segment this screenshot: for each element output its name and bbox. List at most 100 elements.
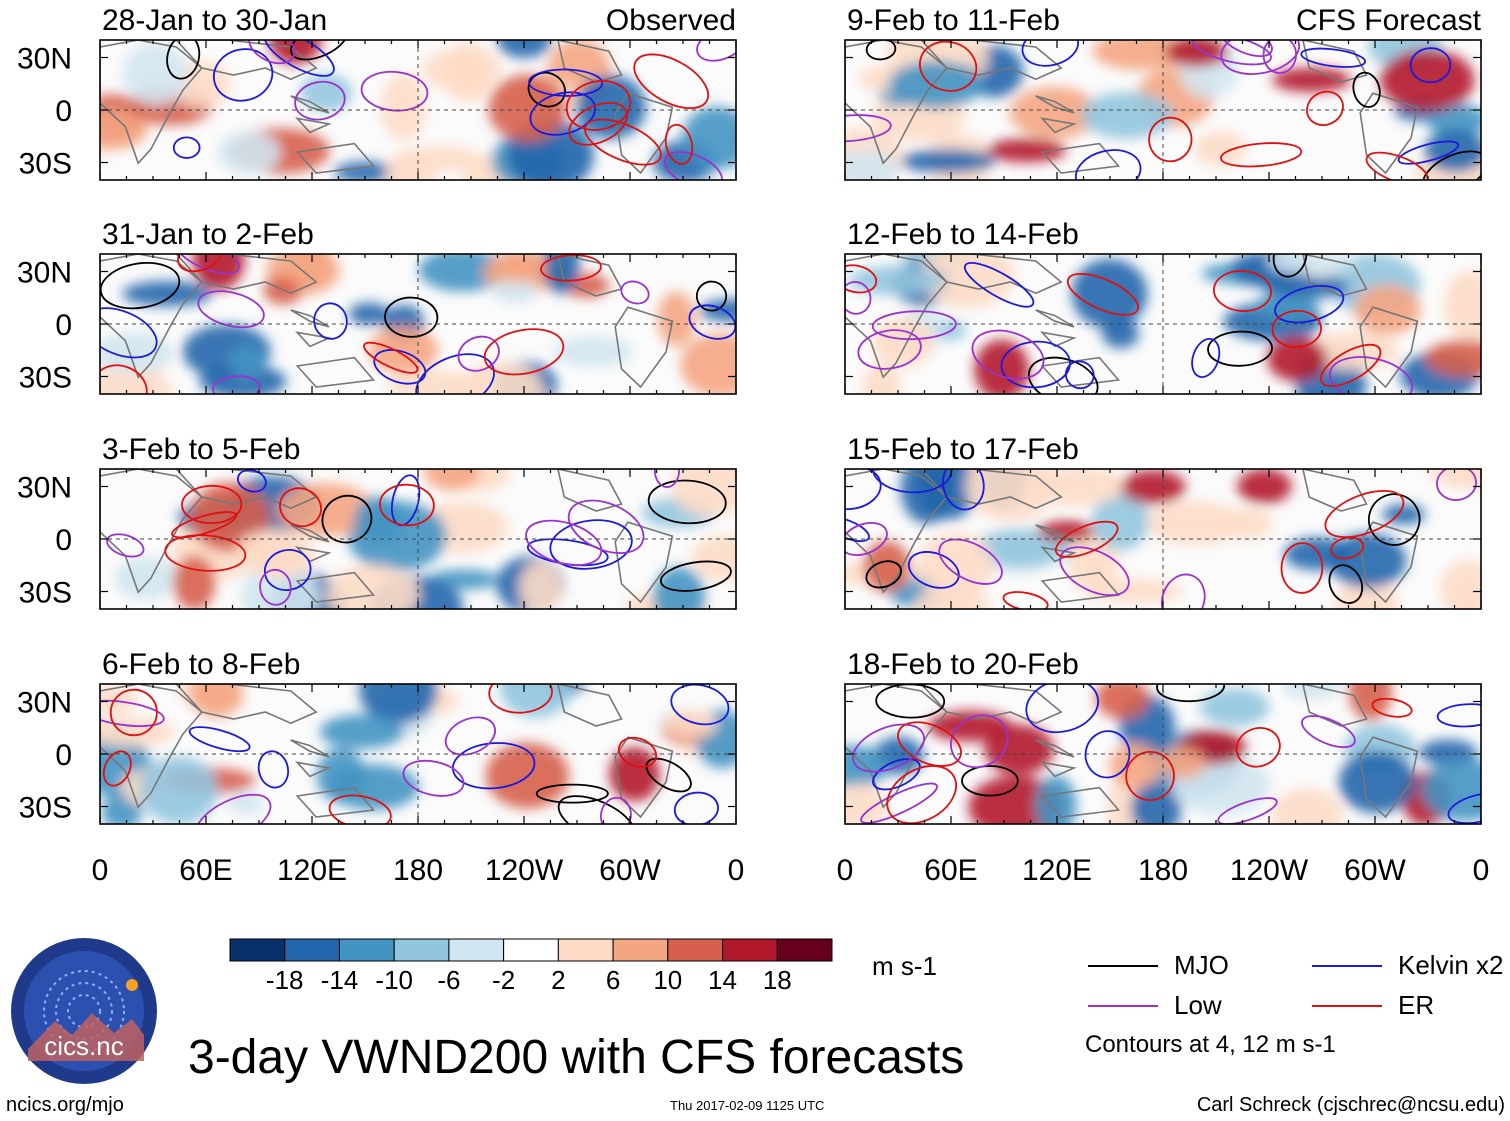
panels-layer: 30N 0 30S 28-Jan to 30-Jan Observed 30N 0 30S 31… xyxy=(17,4,1482,825)
coastline xyxy=(614,306,674,389)
anomaly-blob xyxy=(316,748,366,803)
contour-er xyxy=(279,487,322,528)
contour-kelvin-x2 xyxy=(872,758,921,791)
map-panel: 30N 0 30S 31-Jan to 2-Feb xyxy=(17,218,737,395)
footer-author: Carl Schreck (cjschrec@ncsu.edu) xyxy=(1196,1094,1505,1116)
legend-item-mjo: MJO xyxy=(1088,950,1229,981)
anomaly-blob xyxy=(1109,743,1160,789)
contour-mjo xyxy=(645,757,692,793)
anomaly-field xyxy=(100,254,736,394)
contour-er xyxy=(1330,536,1365,560)
coastlines xyxy=(845,40,1419,175)
contour-er xyxy=(363,341,419,374)
y-tick-label: 30S xyxy=(19,792,72,825)
contour-mjo xyxy=(535,783,609,804)
contour-kelvin-x2 xyxy=(688,304,736,340)
contour-low xyxy=(1301,715,1356,749)
coastline xyxy=(1040,331,1077,348)
contour-mjo xyxy=(659,560,732,592)
anomaly-blob xyxy=(691,535,736,582)
colorbar-swatch xyxy=(503,938,559,962)
contour-mjo xyxy=(166,40,201,80)
legend-item-er: ER xyxy=(1312,990,1434,1021)
coastline xyxy=(920,469,1063,510)
anomaly-blob xyxy=(1147,501,1242,546)
colorbar-tick-label: 14 xyxy=(708,965,737,995)
anomaly-blob xyxy=(1095,684,1150,719)
anomaly-blob xyxy=(496,40,552,59)
anomaly-blob xyxy=(609,747,660,802)
coastline xyxy=(1035,95,1075,114)
colorbar-swatch xyxy=(448,938,505,962)
anomaly-blob xyxy=(1271,788,1344,824)
contour-kelvin-x2 xyxy=(528,68,604,97)
panel-period-title: 12-Feb to 14-Feb xyxy=(847,218,1079,251)
contour-low xyxy=(194,793,272,824)
x-tick-label: 0 xyxy=(92,854,109,887)
legend-item-low: Low xyxy=(1088,990,1222,1021)
contour-low xyxy=(1160,573,1206,609)
y-tick-label: 30N xyxy=(17,257,72,290)
contour-er xyxy=(568,101,628,146)
anomaly-blob xyxy=(1255,291,1319,322)
anomaly-blob xyxy=(1421,758,1481,822)
contour-kelvin-x2 xyxy=(1300,47,1366,68)
column-label: CFS Forecast xyxy=(1296,4,1482,37)
cics-logo-image: cics.nc xyxy=(11,938,157,1084)
anomaly-blob xyxy=(552,336,634,367)
contour-er xyxy=(1220,142,1303,168)
contour-mjo xyxy=(961,765,1019,797)
contour-low xyxy=(696,40,736,62)
x-tick-label: 0 xyxy=(837,854,854,887)
contour-kelvin-x2 xyxy=(1064,360,1095,390)
x-tick-label: 120W xyxy=(485,854,564,887)
anomaly-blob xyxy=(1328,533,1407,589)
coastline xyxy=(295,117,332,134)
contour-kelvin-x2 xyxy=(1447,792,1481,824)
coastline xyxy=(100,40,203,165)
contour-er xyxy=(488,684,553,714)
contour-mjo xyxy=(1422,150,1481,180)
contour-low xyxy=(1217,797,1278,824)
x-tick-label: 0 xyxy=(1473,854,1490,887)
anomaly-blob xyxy=(1071,258,1148,329)
contour-low xyxy=(457,335,500,372)
footer-url[interactable]: ncics.org/mjo xyxy=(6,1094,124,1116)
anomaly-blob xyxy=(1092,491,1149,551)
y-tick-label: 30S xyxy=(19,362,72,395)
anomaly-blob xyxy=(123,43,189,105)
anomaly-blob xyxy=(1444,270,1481,343)
logo-text: cics.nc xyxy=(44,1031,123,1061)
anomaly-blob xyxy=(381,73,427,141)
contour-kelvin-x2 xyxy=(212,48,274,102)
anomaly-field xyxy=(845,684,1481,824)
anomaly-blob xyxy=(334,161,398,180)
coastline xyxy=(100,684,203,809)
contour-low xyxy=(1436,469,1477,501)
contour-kelvin-x2 xyxy=(236,469,267,493)
contour-mjo xyxy=(1328,564,1364,604)
map-panel: 9-Feb to 11-Feb CFS Forecast xyxy=(844,4,1482,181)
colorbar-tick-label: -6 xyxy=(437,965,460,995)
anomaly-blob xyxy=(1272,67,1351,93)
contour-low xyxy=(360,70,429,112)
coastline xyxy=(920,684,1063,725)
contour-mjo xyxy=(321,494,373,544)
anomaly-blob xyxy=(662,709,718,739)
map-panel: 12-Feb to 14-Feb xyxy=(844,218,1482,395)
coastline xyxy=(920,254,1063,295)
x-axis-layer: 0 60E 120E 180 120W 60W 0 0 60E 120E 180 120W 60W 0 xyxy=(92,854,1490,887)
y-tick-label: 30N xyxy=(17,43,72,76)
anomaly-blob xyxy=(653,567,706,609)
contour-kelvin-x2 xyxy=(1436,703,1481,728)
legend-label-kelvin: Kelvin x2 xyxy=(1398,950,1504,980)
contour-er xyxy=(1066,272,1140,316)
contour-kelvin-x2 xyxy=(415,353,495,394)
anomaly-blob xyxy=(100,685,138,715)
coastline xyxy=(1359,306,1419,389)
coastline xyxy=(295,786,376,818)
anomaly-blob xyxy=(848,266,945,296)
anomaly-blob xyxy=(423,469,481,491)
coastline xyxy=(1035,524,1075,543)
anomaly-blob xyxy=(900,469,955,524)
